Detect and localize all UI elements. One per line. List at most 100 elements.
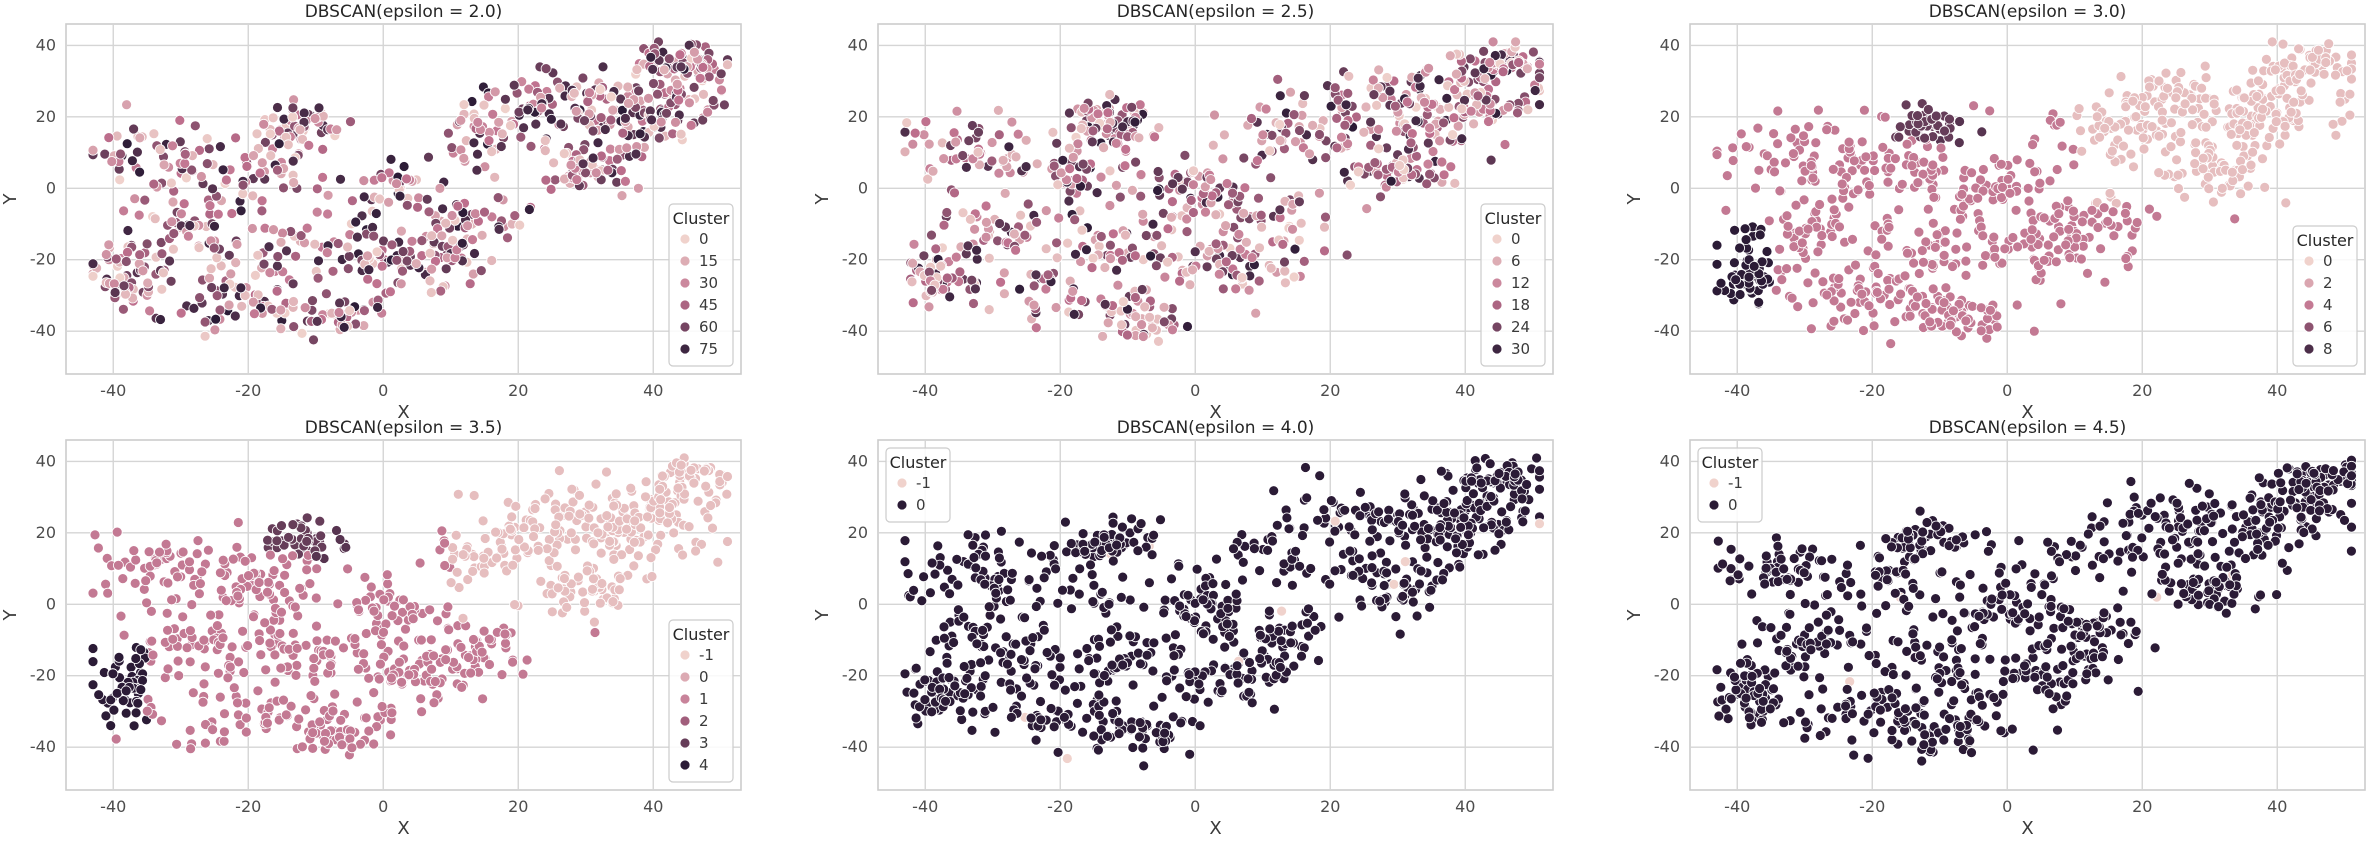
scatter-point [607, 596, 619, 607]
scatter-point [1353, 553, 1365, 565]
scatter-point [319, 735, 330, 747]
scatter-point [1750, 182, 1761, 194]
scatter-point [87, 270, 99, 282]
legend-label: 6 [2323, 318, 2333, 336]
scatter-point [141, 238, 153, 250]
scatter-point [630, 148, 642, 160]
scatter-point [1329, 565, 1341, 577]
scatter-point [162, 577, 174, 589]
scatter-point [2086, 204, 2098, 216]
scatter-point [2125, 148, 2137, 160]
scatter-point [1077, 158, 1089, 170]
scatter-point [292, 610, 304, 622]
scatter-point [232, 697, 243, 709]
scatter-point [1859, 164, 1870, 176]
scatter-point [2012, 241, 2023, 253]
scatter-point [1227, 187, 1238, 199]
scatter-point [518, 522, 530, 534]
scatter-point [307, 743, 319, 754]
scatter-point [1279, 265, 1291, 277]
scatter-point [277, 227, 288, 239]
scatter-point [1828, 315, 1840, 327]
scatter-point [338, 642, 349, 654]
scatter-point [1398, 577, 1410, 589]
scatter-point [1285, 637, 1297, 649]
scatter-point [407, 613, 419, 625]
scatter-point [1455, 522, 1467, 533]
scatter-point [87, 643, 99, 654]
scatter-point [1013, 536, 1025, 548]
scatter-point [2162, 82, 2173, 94]
scatter-point [2011, 154, 2023, 166]
scatter-point [1289, 243, 1301, 255]
scatter-point [259, 136, 271, 148]
scatter-point [565, 159, 577, 171]
scatter-point [1961, 241, 1972, 253]
scatter-point [2075, 125, 2086, 137]
scatter-point [1369, 157, 1381, 169]
scatter-point [118, 280, 130, 292]
scatter-point [2252, 75, 2264, 87]
scatter-point [702, 512, 714, 524]
scatter-point [1028, 299, 1040, 311]
scatter-point [237, 179, 249, 191]
scatter-point [1789, 123, 1801, 135]
scatter-point [1415, 474, 1427, 485]
scatter-point [447, 553, 459, 565]
scatter-point [1976, 126, 1988, 138]
scatter-point [1265, 172, 1277, 184]
scatter-point [469, 208, 481, 220]
scatter-point [1383, 513, 1394, 525]
scatter-point [240, 712, 252, 724]
scatter-point [1947, 261, 1958, 272]
scatter-point [1102, 107, 1114, 119]
scatter-point [1889, 316, 1901, 328]
scatter-point [601, 510, 613, 521]
scatter-point [1900, 99, 1912, 111]
scatter-point [1230, 283, 1242, 295]
legend-label: -1 [916, 474, 931, 492]
legend-label: 8 [2323, 340, 2333, 358]
scatter-point [1238, 207, 1249, 219]
scatter-point [620, 113, 631, 124]
scatter-point [1720, 204, 1732, 216]
scatter-point [1116, 319, 1127, 331]
scatter-point [513, 534, 525, 545]
scatter-point [1833, 273, 1845, 285]
legend-label: 6 [1511, 252, 1521, 270]
scatter-point [2004, 187, 2016, 199]
x-tick-label: 40 [1455, 381, 1475, 400]
scatter-point [1938, 249, 1950, 261]
scatter-point [395, 225, 407, 237]
scatter-point [353, 604, 364, 616]
scatter-point [262, 534, 274, 546]
scatter-point [578, 144, 590, 156]
scatter-point [1296, 650, 1307, 662]
legend-label: 2 [2323, 274, 2333, 292]
scatter-point [1774, 243, 1785, 255]
scatter-point [923, 138, 935, 150]
scatter-point [1035, 714, 1047, 726]
scatter-point [657, 470, 668, 482]
scatter-point [1761, 246, 1773, 257]
scatter-point [2063, 223, 2075, 235]
scatter-point [281, 245, 292, 257]
scatter-point [633, 550, 644, 562]
scatter-point [607, 104, 619, 116]
scatter-point [188, 302, 200, 314]
scatter-point [2171, 154, 2183, 166]
scatter-point [689, 46, 700, 58]
scatter-point [1400, 539, 1411, 551]
scatter-point [558, 148, 570, 160]
scatter-point [951, 554, 963, 565]
scatter-point [1076, 295, 1087, 306]
scatter-point [1159, 271, 1171, 283]
scatter-point [1791, 262, 1803, 274]
scatter-point [476, 646, 488, 658]
scatter-point [1158, 607, 1170, 619]
scatter-point [1129, 116, 1141, 128]
legend-marker [679, 255, 691, 267]
scatter-point [2173, 183, 2184, 194]
scatter-point [655, 116, 667, 128]
scatter-point [1113, 716, 1125, 728]
